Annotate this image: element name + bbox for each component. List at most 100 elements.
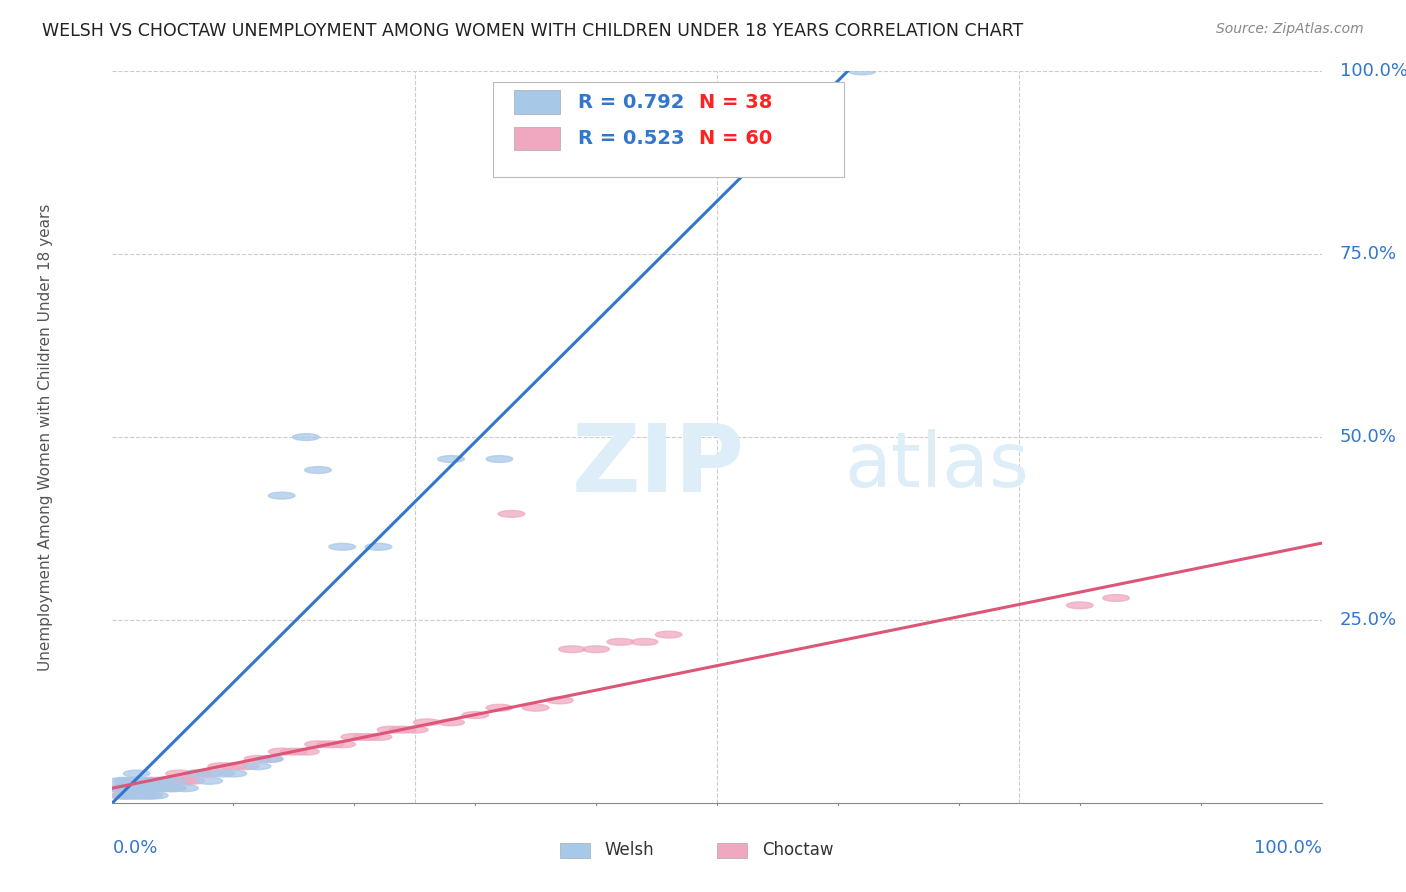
Ellipse shape	[111, 785, 138, 791]
Ellipse shape	[523, 705, 548, 711]
Ellipse shape	[221, 763, 246, 770]
Ellipse shape	[437, 719, 464, 726]
Ellipse shape	[547, 697, 574, 704]
Ellipse shape	[124, 770, 150, 777]
Ellipse shape	[117, 785, 143, 791]
Ellipse shape	[166, 778, 193, 784]
Ellipse shape	[111, 792, 138, 799]
Ellipse shape	[142, 792, 169, 799]
Ellipse shape	[166, 770, 193, 777]
Text: Welsh: Welsh	[605, 841, 654, 859]
Text: 100.0%: 100.0%	[1340, 62, 1406, 80]
Bar	[515, 127, 560, 151]
Ellipse shape	[135, 778, 162, 784]
Ellipse shape	[195, 778, 222, 784]
Ellipse shape	[177, 778, 204, 784]
Ellipse shape	[245, 763, 271, 770]
Ellipse shape	[329, 543, 356, 550]
Ellipse shape	[316, 741, 343, 747]
Ellipse shape	[486, 705, 513, 711]
Ellipse shape	[121, 778, 148, 784]
Ellipse shape	[160, 785, 186, 791]
Text: atlas: atlas	[844, 429, 1029, 503]
Ellipse shape	[124, 785, 150, 791]
Text: Choctaw: Choctaw	[762, 841, 834, 859]
Ellipse shape	[463, 712, 488, 718]
Ellipse shape	[129, 792, 156, 799]
Ellipse shape	[221, 770, 246, 777]
Ellipse shape	[129, 785, 156, 791]
Ellipse shape	[655, 632, 682, 638]
Ellipse shape	[114, 778, 141, 784]
Ellipse shape	[129, 785, 156, 791]
Ellipse shape	[245, 756, 271, 763]
Ellipse shape	[135, 792, 162, 799]
Ellipse shape	[142, 785, 169, 791]
Text: 0.0%: 0.0%	[112, 839, 157, 857]
Ellipse shape	[208, 770, 235, 777]
Ellipse shape	[124, 792, 150, 799]
Text: R = 0.792: R = 0.792	[578, 93, 685, 112]
Ellipse shape	[117, 778, 143, 784]
Ellipse shape	[148, 785, 174, 791]
Ellipse shape	[111, 785, 138, 791]
Ellipse shape	[135, 785, 162, 791]
Ellipse shape	[142, 785, 169, 791]
Ellipse shape	[269, 492, 295, 499]
Ellipse shape	[160, 778, 186, 784]
Text: 100.0%: 100.0%	[1254, 839, 1322, 857]
Text: WELSH VS CHOCTAW UNEMPLOYMENT AMONG WOMEN WITH CHILDREN UNDER 18 YEARS CORRELATI: WELSH VS CHOCTAW UNEMPLOYMENT AMONG WOME…	[42, 22, 1024, 40]
Ellipse shape	[135, 785, 162, 791]
Text: Unemployment Among Women with Children Under 18 years: Unemployment Among Women with Children U…	[38, 203, 53, 671]
Ellipse shape	[153, 778, 180, 784]
Ellipse shape	[583, 646, 609, 653]
Ellipse shape	[631, 639, 658, 645]
Bar	[560, 843, 591, 858]
Ellipse shape	[160, 778, 186, 784]
Ellipse shape	[129, 778, 156, 784]
Ellipse shape	[329, 741, 356, 747]
Ellipse shape	[342, 733, 367, 740]
Ellipse shape	[148, 778, 174, 784]
Ellipse shape	[195, 770, 222, 777]
Ellipse shape	[256, 756, 283, 763]
Ellipse shape	[305, 467, 332, 474]
Ellipse shape	[498, 510, 524, 517]
Ellipse shape	[135, 778, 162, 784]
Ellipse shape	[153, 785, 180, 791]
Ellipse shape	[135, 792, 162, 799]
Ellipse shape	[105, 785, 132, 791]
Ellipse shape	[607, 639, 634, 645]
Ellipse shape	[413, 719, 440, 726]
Bar	[515, 90, 560, 114]
Text: R = 0.523: R = 0.523	[578, 129, 685, 148]
Ellipse shape	[108, 778, 135, 784]
Bar	[717, 843, 748, 858]
Ellipse shape	[124, 792, 150, 799]
Ellipse shape	[366, 543, 392, 550]
Ellipse shape	[437, 456, 464, 462]
Ellipse shape	[184, 770, 211, 777]
Ellipse shape	[486, 456, 513, 462]
Ellipse shape	[1067, 602, 1092, 608]
Ellipse shape	[117, 792, 143, 799]
Ellipse shape	[108, 792, 135, 799]
Ellipse shape	[305, 741, 332, 747]
Ellipse shape	[114, 792, 141, 799]
Ellipse shape	[124, 778, 150, 784]
Ellipse shape	[148, 785, 174, 791]
Text: ZIP: ZIP	[572, 420, 745, 512]
Ellipse shape	[292, 434, 319, 441]
Ellipse shape	[125, 778, 152, 784]
Text: 75.0%: 75.0%	[1340, 245, 1398, 263]
Ellipse shape	[172, 785, 198, 791]
Ellipse shape	[281, 748, 307, 755]
Ellipse shape	[353, 733, 380, 740]
Ellipse shape	[256, 756, 283, 763]
Ellipse shape	[366, 733, 392, 740]
Ellipse shape	[148, 778, 174, 784]
Ellipse shape	[184, 770, 211, 777]
Ellipse shape	[105, 785, 132, 791]
Ellipse shape	[160, 785, 186, 791]
Ellipse shape	[389, 726, 416, 733]
